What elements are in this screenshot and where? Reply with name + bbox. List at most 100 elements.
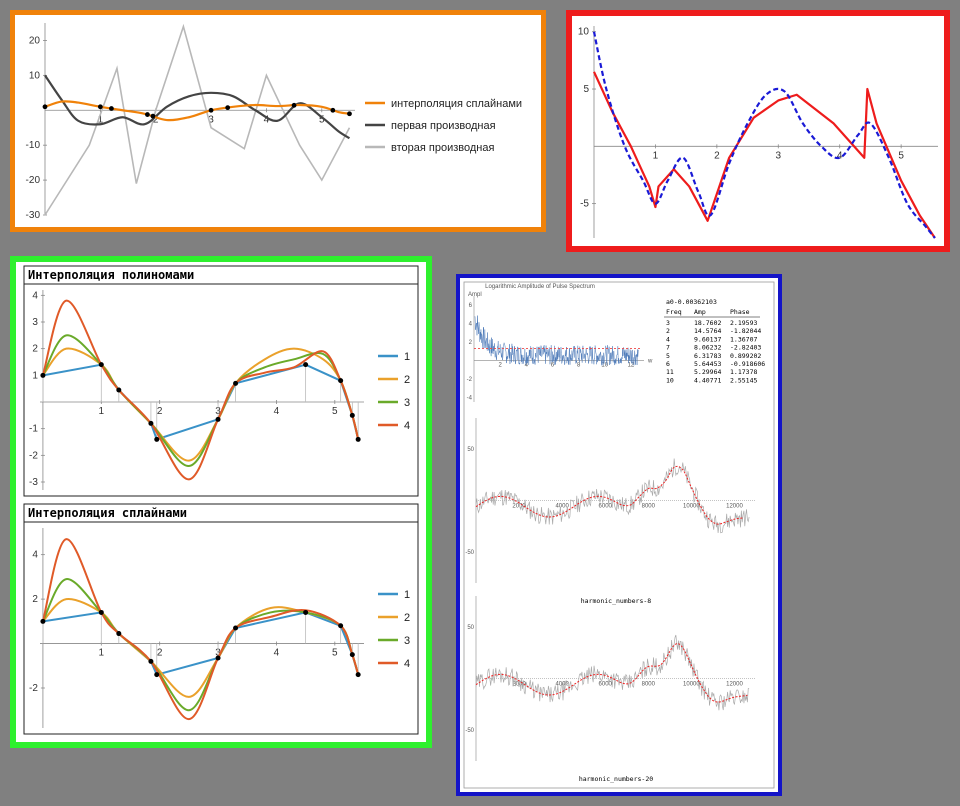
legend-label: 2 xyxy=(404,612,410,624)
table-cell: 1.17378 xyxy=(730,368,757,376)
y-tick-label: 50 xyxy=(467,447,474,453)
y-tick-label: -3 xyxy=(29,477,38,488)
chart-title: Logarithmic Amplitude of Pulse Spectrum xyxy=(485,284,595,290)
derivatives-chart: 1 2 3 4 5 20 10 -10 -20 -30 интерполяция сплайнами… xyxy=(26,23,522,221)
x-tick-label: 2 xyxy=(714,150,720,161)
data-point xyxy=(291,102,297,108)
x-tick-label: 12 xyxy=(628,363,635,369)
x-tick-label: 1 xyxy=(98,114,104,125)
y-tick-label: -2 xyxy=(29,683,38,694)
data-point xyxy=(154,436,160,442)
x-tick-label: 3 xyxy=(776,150,782,161)
x-tick-label: 2 xyxy=(153,114,159,125)
comparison-chart: 1 2 3 4 5 10 5 -5 xyxy=(578,26,938,239)
data-point xyxy=(303,609,309,615)
x-tick-label: 4000 xyxy=(555,504,569,510)
y-tick-label: 4 xyxy=(32,550,38,561)
y-axis-label: Ampl xyxy=(468,292,482,298)
chart-caption: harmonic_numbers-8 xyxy=(581,597,652,605)
table-cell: 11 xyxy=(666,368,674,376)
spectrum-panel: Logarithmic Amplitude of Pulse Spectrum A… xyxy=(456,274,782,796)
x-tick-label: 5 xyxy=(332,648,338,659)
x-tick-label: 5 xyxy=(332,406,338,417)
x-tick-label: 1 xyxy=(653,150,659,161)
approx-line xyxy=(475,643,748,703)
data-point xyxy=(233,380,239,386)
chart-frame xyxy=(23,503,419,735)
x-tick-label: 12000 xyxy=(726,504,743,510)
x-tick-label: 2 xyxy=(157,406,163,417)
series-line xyxy=(44,74,351,140)
table-cell: 3 xyxy=(666,319,670,327)
y-tick-label: 2 xyxy=(32,344,38,355)
table-column-header: Phase xyxy=(730,308,750,316)
data-point xyxy=(154,672,160,678)
x-tick-label: 5 xyxy=(898,150,904,161)
data-point xyxy=(148,658,154,664)
series-line xyxy=(44,23,351,216)
legend-label: вторая производная xyxy=(391,142,494,154)
legend-label: 1 xyxy=(404,589,410,601)
table-cell: -0.918606 xyxy=(730,360,765,368)
y-tick-label: 2 xyxy=(469,340,473,346)
table-cell: 5.64453 xyxy=(694,360,721,368)
table-cell: 2 xyxy=(666,327,670,335)
legend-label: 4 xyxy=(404,420,410,432)
data-point xyxy=(98,609,104,615)
interpolation-panel: Интерполяция полиномами 1 2 3 4 5 4 3 2 1 -1 -2 -3 1 2… xyxy=(10,256,432,748)
table-cell: 14.5764 xyxy=(694,327,721,335)
y-tick-label: -10 xyxy=(26,140,41,151)
chart-frame xyxy=(23,265,419,497)
x-tick-label: 10 xyxy=(601,363,608,369)
series-line xyxy=(44,100,350,122)
table-cell: 7 xyxy=(666,344,670,352)
approx-line xyxy=(475,465,744,525)
table-cell: 9.60137 xyxy=(694,335,721,343)
data-point xyxy=(355,672,361,678)
table-cell: 18.7602 xyxy=(694,319,721,327)
x-tick-label: 8 xyxy=(577,363,581,369)
y-tick-label: 2 xyxy=(32,594,38,605)
x-tick-label: 12000 xyxy=(726,682,743,688)
table-cell: 5.29964 xyxy=(694,368,721,376)
table-cell: 6.31783 xyxy=(694,352,721,360)
x-tick-label: 1 xyxy=(99,648,105,659)
x-tick-label: 4 xyxy=(264,114,270,125)
table-cell: 1.36707 xyxy=(730,335,757,343)
data-point xyxy=(303,362,309,368)
chart-caption: harmonic_numbers-20 xyxy=(579,775,653,783)
y-tick-label: -2 xyxy=(467,377,473,383)
x-tick-label: 1 xyxy=(99,406,105,417)
data-point xyxy=(109,106,114,111)
x-tick-label: 10000 xyxy=(683,504,700,510)
data-point xyxy=(349,412,355,418)
data-point xyxy=(148,420,154,426)
y-tick-label: 10 xyxy=(29,70,41,81)
series-line xyxy=(41,538,360,721)
table-cell: 2.55145 xyxy=(730,376,757,384)
table-cell: 6 xyxy=(666,360,670,368)
data-point xyxy=(97,104,103,110)
x-tick-label: 4 xyxy=(274,406,280,417)
spectrum-charts: Logarithmic Amplitude of Pulse SpectrumA… xyxy=(463,281,775,789)
legend-label: 3 xyxy=(404,397,410,409)
table-header-line: a0-0.00362103 xyxy=(666,298,717,306)
signal-line xyxy=(475,458,750,534)
x-tick-label: 2 xyxy=(157,648,163,659)
x-tick-label: 2 xyxy=(498,363,502,369)
table-cell: 10 xyxy=(666,376,674,384)
interpolation-charts: Интерполяция полиномами 1 2 3 4 5 4 3 2 1 -1 -2 -3 1 2… xyxy=(23,265,419,735)
y-tick-label: 50 xyxy=(467,625,474,631)
spectrum-line xyxy=(474,315,639,366)
y-tick-label: 3 xyxy=(32,317,38,328)
table-cell: 4 xyxy=(666,335,670,343)
x-tick-label: 5 xyxy=(319,114,325,125)
y-tick-label: -30 xyxy=(26,210,41,221)
y-tick-label: -5 xyxy=(580,199,589,210)
y-tick-label: -50 xyxy=(465,550,474,556)
legend-label: интерполяция сплайнами xyxy=(391,98,522,110)
data-point xyxy=(116,387,122,393)
legend-label: 1 xyxy=(404,351,410,363)
y-tick-label: 10 xyxy=(578,27,590,38)
legend-label: 3 xyxy=(404,635,410,647)
